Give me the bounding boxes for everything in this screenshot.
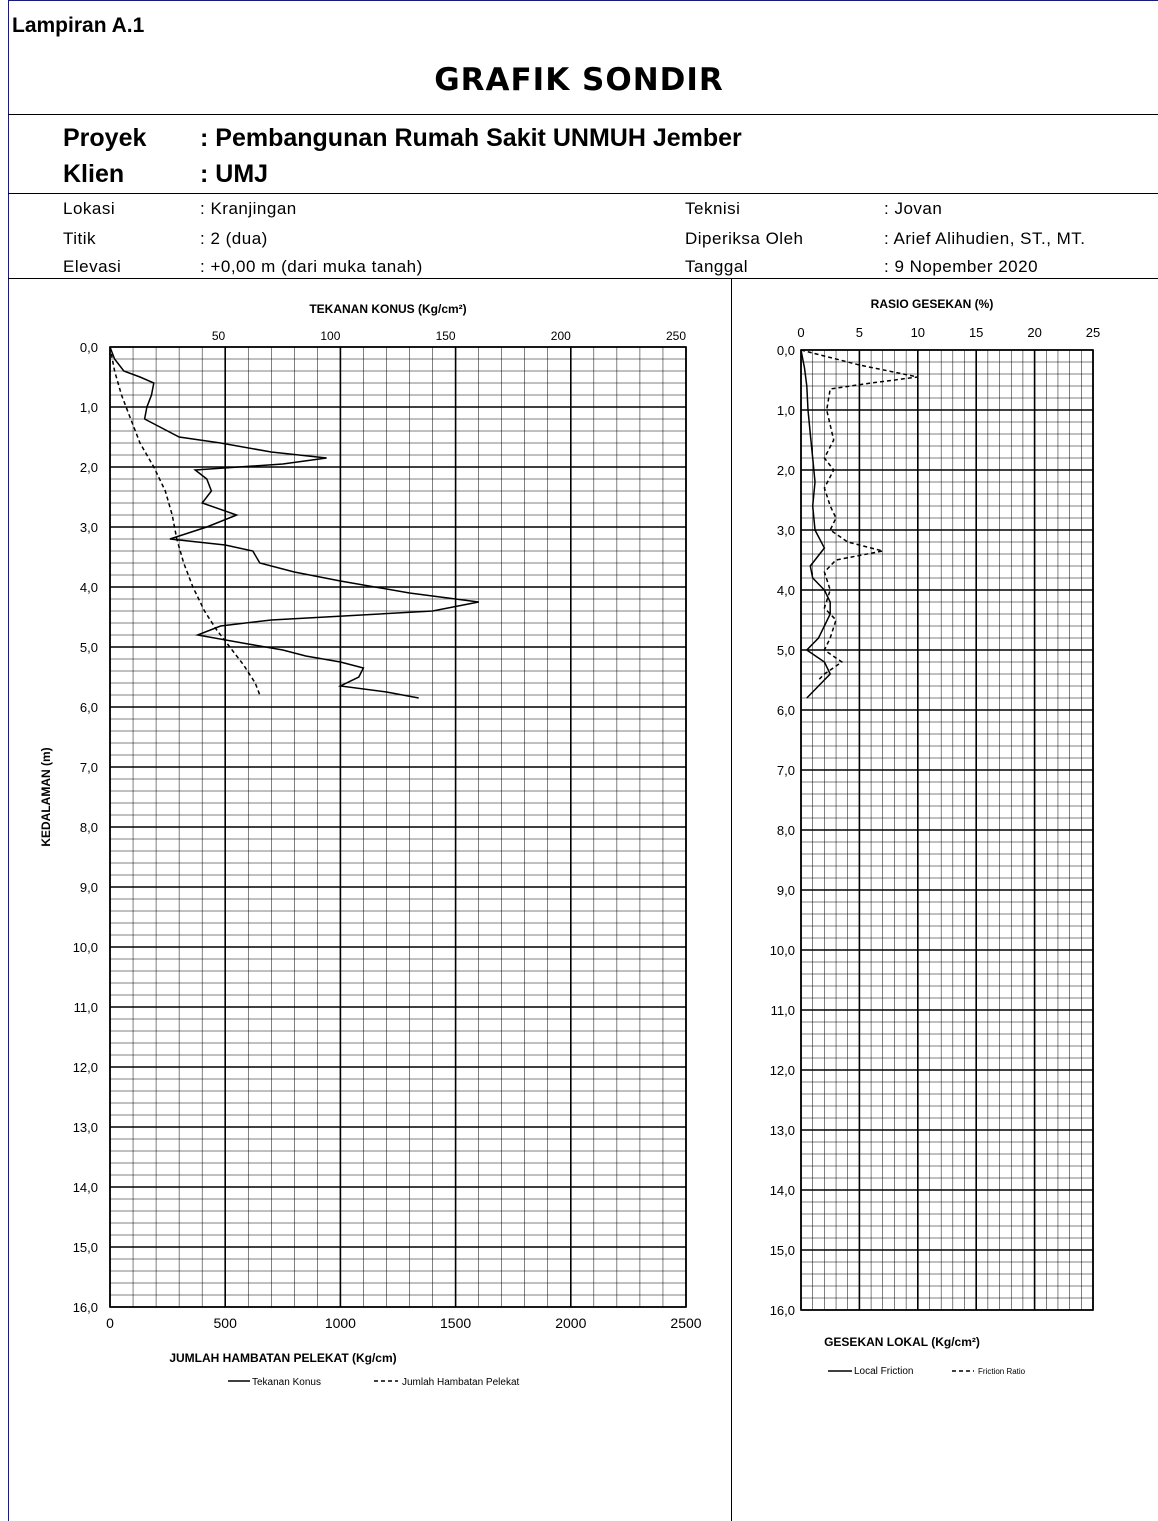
teknisi-value: : Jovan <box>884 199 943 218</box>
proyek-label: Proyek <box>63 124 147 152</box>
top-tick-label: 25 <box>1086 325 1100 340</box>
y-tick-label: 15,0 <box>770 1243 795 1258</box>
top-tick-label: 5 <box>856 325 863 340</box>
y-tick-label: 0,0 <box>777 343 795 358</box>
bottom-tick-label: 2500 <box>670 1315 701 1331</box>
y-tick-label: 16,0 <box>770 1303 795 1318</box>
y-tick-label: 10,0 <box>770 943 795 958</box>
y-tick-label: 5,0 <box>80 640 98 655</box>
y-tick-label: 8,0 <box>80 820 98 835</box>
y-tick-label: 6,0 <box>80 700 98 715</box>
klien-value: : UMJ <box>200 160 269 188</box>
top-tick-label: 150 <box>436 329 456 343</box>
page-title: GRAFIK SONDIR <box>434 62 724 98</box>
y-tick-label: 9,0 <box>80 880 98 895</box>
top-tick-label: 0 <box>797 325 804 340</box>
legend-label: Jumlah Hambatan Pelekat <box>402 1377 520 1388</box>
bottom-tick-label: 1000 <box>325 1315 356 1331</box>
bottom-tick-label: 500 <box>214 1315 238 1331</box>
y-tick-label: 13,0 <box>73 1120 98 1135</box>
divider <box>8 278 1158 279</box>
y-tick-label: 4,0 <box>777 583 795 598</box>
y-tick-label: 2,0 <box>80 460 98 475</box>
appendix-label: Lampiran A.1 <box>12 14 145 37</box>
series-line-local-friction <box>800 349 832 699</box>
diperiksa-label: Diperiksa Oleh <box>685 229 804 248</box>
y-tick-label: 14,0 <box>770 1183 795 1198</box>
y-tick-label: 11,0 <box>771 1003 795 1018</box>
y-tick-label: 2,0 <box>777 463 795 478</box>
chart-title: RASIO GESEKAN (%) <box>871 297 994 311</box>
y-tick-label: 15,0 <box>73 1240 98 1255</box>
y-tick-label: 1,0 <box>777 403 795 418</box>
top-tick-label: 20 <box>1027 325 1041 340</box>
klien-label: Klien <box>63 160 125 188</box>
tanggal-value: : 9 Nopember 2020 <box>884 257 1039 276</box>
series-line-friction-total <box>109 346 261 696</box>
legend-label: Friction Ratio <box>978 1367 1026 1376</box>
x-axis-label: JUMLAH HAMBATAN PELEKAT (Kg/cm) <box>169 1351 396 1365</box>
y-tick-label: 13,0 <box>770 1123 795 1138</box>
legend-label: Local Friction <box>854 1366 913 1377</box>
top-tick-label: 50 <box>212 329 226 343</box>
y-tick-label: 9,0 <box>777 883 795 898</box>
cone-resistance-chart: 0,0 1,0 2,0 3,0 4,0 5,0 6,0 7,0 8,0 9,0 10,0 11,0 12… <box>39 302 702 1388</box>
y-tick-label: 3,0 <box>80 520 98 535</box>
page-frame <box>8 0 1158 1521</box>
chart-title: TEKANAN KONUS (Kg/cm²) <box>309 302 466 316</box>
y-tick-label: 16,0 <box>73 1300 98 1315</box>
plot-frame <box>109 346 687 1308</box>
elevasi-value: : +0,00 m (dari muka tanah) <box>200 257 423 276</box>
bottom-tick-label: 1500 <box>440 1315 471 1331</box>
y-tick-label: 7,0 <box>777 763 795 778</box>
y-tick-label: 8,0 <box>777 823 795 838</box>
series-line-cone <box>109 346 479 699</box>
tanggal-label: Tanggal <box>685 257 749 276</box>
proyek-value: : Pembangunan Rumah Sakit UNMUH Jember <box>200 124 742 152</box>
plot-frame <box>800 349 1094 1311</box>
y-tick-label: 5,0 <box>777 643 795 658</box>
y-tick-label: 10,0 <box>73 940 98 955</box>
legend-label: Tekanan Konus <box>252 1377 321 1388</box>
chart-divider <box>731 279 732 1521</box>
series-line-friction-ratio <box>800 349 918 681</box>
y-tick-label: 0,0 <box>80 340 98 355</box>
divider <box>8 114 1158 115</box>
y-tick-label: 14,0 <box>73 1180 98 1195</box>
titik-value: : 2 (dua) <box>200 229 268 248</box>
diperiksa-value: : Arief Alihudien, ST., MT. <box>884 229 1086 248</box>
divider <box>8 193 1158 194</box>
y-tick-label: 4,0 <box>80 580 98 595</box>
elevasi-label: Elevasi <box>63 257 122 276</box>
x-axis-label: GESEKAN LOKAL (Kg/cm²) <box>824 1335 980 1349</box>
y-tick-label: 6,0 <box>777 703 795 718</box>
y-tick-label: 3,0 <box>777 523 795 538</box>
y-tick-label: 1,0 <box>80 400 98 415</box>
friction-ratio-chart: 0,0 1,0 2,0 3,0 4,0 5,0 6,0 7,0 8,0 9,0 10,0 11,0 12… <box>770 297 1101 1377</box>
bottom-tick-label: 0 <box>106 1315 114 1331</box>
top-tick-label: 100 <box>320 329 340 343</box>
lokasi-label: Lokasi <box>63 199 116 218</box>
top-tick-label: 200 <box>551 329 571 343</box>
titik-label: Titik <box>63 229 97 248</box>
y-tick-label: 12,0 <box>770 1063 795 1078</box>
top-tick-label: 250 <box>666 329 686 343</box>
y-axis-label: KEDALAMAN (m) <box>39 747 53 846</box>
bottom-tick-label: 2000 <box>555 1315 586 1331</box>
teknisi-label: Teknisi <box>685 199 741 218</box>
y-tick-label: 11,0 <box>74 1000 98 1015</box>
y-tick-label: 7,0 <box>80 760 98 775</box>
lokasi-value: : Kranjingan <box>200 199 297 218</box>
top-tick-label: 15 <box>969 325 983 340</box>
top-tick-label: 10 <box>911 325 925 340</box>
y-tick-label: 12,0 <box>73 1060 98 1075</box>
